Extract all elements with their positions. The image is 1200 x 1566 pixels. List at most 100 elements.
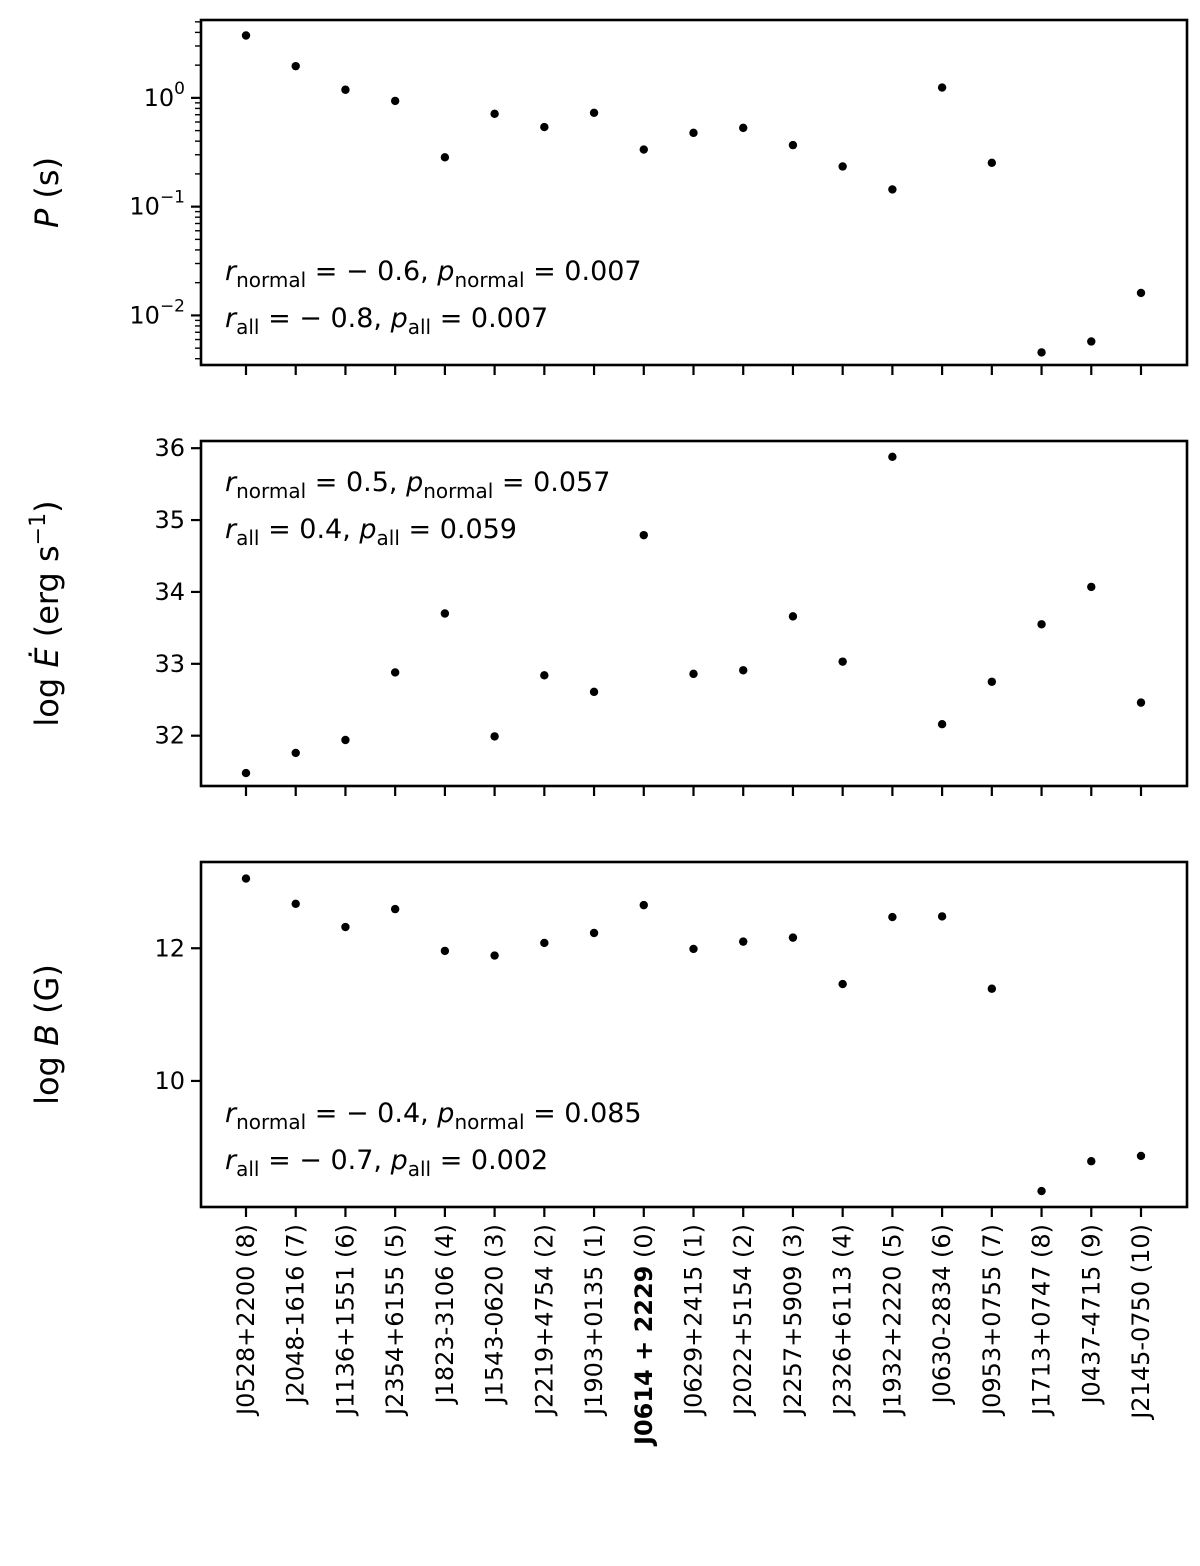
data-point <box>1087 337 1096 346</box>
data-point <box>1037 620 1046 629</box>
data-point <box>589 108 599 118</box>
data-point <box>639 900 648 910</box>
data-point <box>390 96 400 106</box>
data-point <box>937 83 947 92</box>
data-point <box>241 874 251 883</box>
y-axis-label: log B (G) <box>28 964 66 1105</box>
x-tick-label: J1823-3106 (4) <box>431 1224 459 1406</box>
y-tick-label: 10 <box>154 1067 185 1095</box>
y-tick-label: 100 <box>144 79 185 112</box>
data-point <box>987 984 997 993</box>
y-axis-label: log Ė (erg s−1) <box>26 500 66 726</box>
x-tick-label: J2257+5909 (3) <box>779 1224 807 1417</box>
data-point <box>838 657 847 666</box>
correlation-annotation: rall = − 0.8, pall = 0.007 <box>225 303 548 339</box>
data-point <box>937 912 947 921</box>
data-point <box>888 912 897 922</box>
data-point <box>788 933 798 942</box>
data-point <box>739 666 748 675</box>
x-tick-label: J0630-2834 (6) <box>928 1224 956 1406</box>
x-tick-label: J2219+4754 (2) <box>530 1224 558 1417</box>
data-point <box>390 904 400 914</box>
x-category-labels: J0528+2200 (8) J2048-1616 (7) J1136+1551 (… <box>232 1224 1155 1447</box>
data-point <box>341 85 350 94</box>
x-tick-label: J0953+0755 (7) <box>978 1224 1006 1417</box>
data-point <box>291 61 300 71</box>
data-point <box>838 162 847 171</box>
data-point <box>589 928 599 938</box>
data-point <box>739 123 748 133</box>
data-point <box>540 671 549 680</box>
data-point <box>1136 698 1146 707</box>
data-point <box>1136 1151 1146 1161</box>
x-tick-label: J1136+1551 (6) <box>331 1224 359 1417</box>
data-point <box>540 938 549 948</box>
data-point <box>689 128 698 138</box>
panel-3: 10 12 log B (G) rnormal = − 0.4, pnormal = … <box>28 860 1189 1217</box>
data-point <box>639 530 648 540</box>
y-tick-label: 35 <box>154 506 185 534</box>
panel-2: 32 33 34 35 36 log Ė (erg s−1) rnormal = 0.5, … <box>26 434 1189 796</box>
data-point <box>390 668 400 677</box>
data-point <box>540 122 549 132</box>
data-point <box>291 748 300 758</box>
data-point <box>838 979 847 989</box>
y-axis-label: P (s) <box>28 157 66 228</box>
data-point <box>788 612 798 621</box>
y-tick-label: 33 <box>154 650 185 678</box>
data-point <box>788 140 798 150</box>
data-point <box>987 677 997 686</box>
x-tick-label: J2354+6155 (5) <box>381 1224 409 1417</box>
x-tick-label: J0614 + 2229 (0) <box>630 1224 658 1447</box>
data-point <box>490 951 499 960</box>
data-point <box>689 944 698 954</box>
x-tick-label: J1903+0135 (1) <box>580 1224 608 1417</box>
data-point <box>241 31 251 40</box>
correlation-annotation: rall = − 0.7, pall = 0.002 <box>225 1145 548 1181</box>
data-point <box>440 946 450 956</box>
data-point <box>440 153 450 162</box>
correlation-annotation: rnormal = − 0.4, pnormal = 0.085 <box>225 1098 642 1134</box>
y-tick-label: 36 <box>154 434 185 462</box>
data-point <box>1136 288 1146 298</box>
correlation-annotation: rnormal = − 0.6, pnormal = 0.007 <box>225 256 642 292</box>
data-point <box>440 609 450 618</box>
data-point <box>987 158 997 167</box>
data-point <box>888 185 897 194</box>
x-tick-label: J0528+2200 (8) <box>232 1224 260 1417</box>
x-tick-label: J0629+2415 (1) <box>680 1224 708 1417</box>
data-point <box>490 109 499 118</box>
y-tick-label: 32 <box>154 722 185 750</box>
data-point <box>1037 1186 1046 1196</box>
x-tick-label: J2048-1616 (7) <box>282 1224 310 1406</box>
x-tick-label: J2326+6113 (4) <box>829 1224 857 1417</box>
data-point <box>937 719 947 729</box>
data-point <box>291 899 300 908</box>
x-tick-label: J2145-0750 (10) <box>1127 1224 1155 1421</box>
y-tick-label: 10−1 <box>129 188 185 221</box>
data-point <box>241 768 251 778</box>
data-point <box>1087 582 1096 592</box>
data-point <box>739 937 748 946</box>
x-tick-label: J1713+0747 (8) <box>1028 1224 1056 1417</box>
data-point <box>689 669 698 679</box>
data-point <box>490 732 499 741</box>
data-point <box>639 145 648 154</box>
data-point <box>1087 1157 1096 1166</box>
data-point <box>589 687 599 697</box>
x-tick-label: J0437-4715 (9) <box>1077 1224 1105 1406</box>
x-tick-label: J1543-0620 (3) <box>481 1224 509 1406</box>
y-tick-label: 10−2 <box>129 296 185 329</box>
data-point <box>888 452 897 462</box>
panel-1: 10−2 10−1 100 P (s) rnormal = − 0.6, pnormal… <box>28 18 1189 375</box>
y-tick-label: 12 <box>154 934 185 962</box>
data-point <box>1037 348 1046 357</box>
correlation-annotation: rnormal = 0.5, pnormal = 0.057 <box>225 467 610 503</box>
data-point <box>341 735 350 745</box>
x-tick-label: J2022+5154 (2) <box>729 1224 757 1417</box>
y-tick-label: 34 <box>154 578 185 606</box>
correlation-annotation: rall = 0.4, pall = 0.059 <box>225 514 517 550</box>
data-point <box>341 922 350 932</box>
x-tick-label: J1932+2220 (5) <box>878 1224 906 1417</box>
